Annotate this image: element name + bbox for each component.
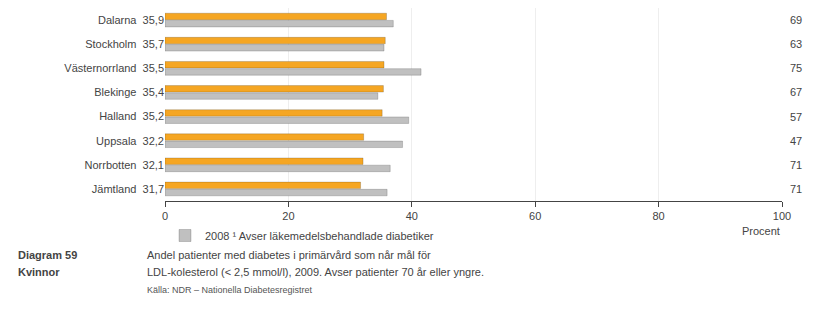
svg-text:Halland 35,2: Halland 35,2: [99, 110, 164, 122]
svg-text:57: 57: [790, 111, 802, 123]
svg-text:Andel patienter med diabetes i: Andel patienter med diabetes i primärvår…: [147, 249, 431, 261]
svg-text:Blekinge 35,4: Blekinge 35,4: [94, 86, 164, 98]
svg-text:69: 69: [790, 14, 802, 26]
svg-text:Jämtland 31,7: Jämtland 31,7: [92, 183, 164, 195]
svg-text:Stockholm 35,7: Stockholm 35,7: [85, 38, 164, 50]
svg-text:Diagram 59: Diagram 59: [18, 249, 77, 261]
svg-text:Procent: Procent: [742, 225, 780, 237]
svg-text:67: 67: [790, 86, 802, 98]
svg-text:Källa: NDR – Nationella Diabet: Källa: NDR – Nationella Diabetesregistre…: [147, 285, 313, 295]
svg-text:75: 75: [790, 62, 802, 74]
svg-text:40: 40: [406, 210, 418, 222]
svg-text:LDL-kolesterol (< 2,5 mmol/l),: LDL-kolesterol (< 2,5 mmol/l), 2009. Avs…: [147, 266, 484, 278]
svg-text:20: 20: [282, 210, 294, 222]
svg-text:Västernorrland 35,5: Västernorrland 35,5: [64, 62, 164, 74]
svg-text:71: 71: [790, 159, 802, 171]
svg-text:47: 47: [790, 135, 802, 147]
svg-text:Norrbotten 32,1: Norrbotten 32,1: [85, 159, 165, 171]
svg-text:60: 60: [529, 210, 541, 222]
svg-text:80: 80: [652, 210, 664, 222]
svg-text:Dalarna 35,9: Dalarna 35,9: [98, 14, 164, 26]
svg-text:100: 100: [773, 210, 791, 222]
svg-text:71: 71: [790, 183, 802, 195]
svg-text:2008 ¹ Avser läkemedelsbehandl: 2008 ¹ Avser läkemedelsbehandlade diabet…: [205, 230, 434, 242]
svg-text:Uppsala 32,2: Uppsala 32,2: [96, 135, 164, 147]
svg-text:0: 0: [162, 210, 168, 222]
svg-text:63: 63: [790, 38, 802, 50]
svg-text:Kvinnor: Kvinnor: [18, 266, 60, 278]
